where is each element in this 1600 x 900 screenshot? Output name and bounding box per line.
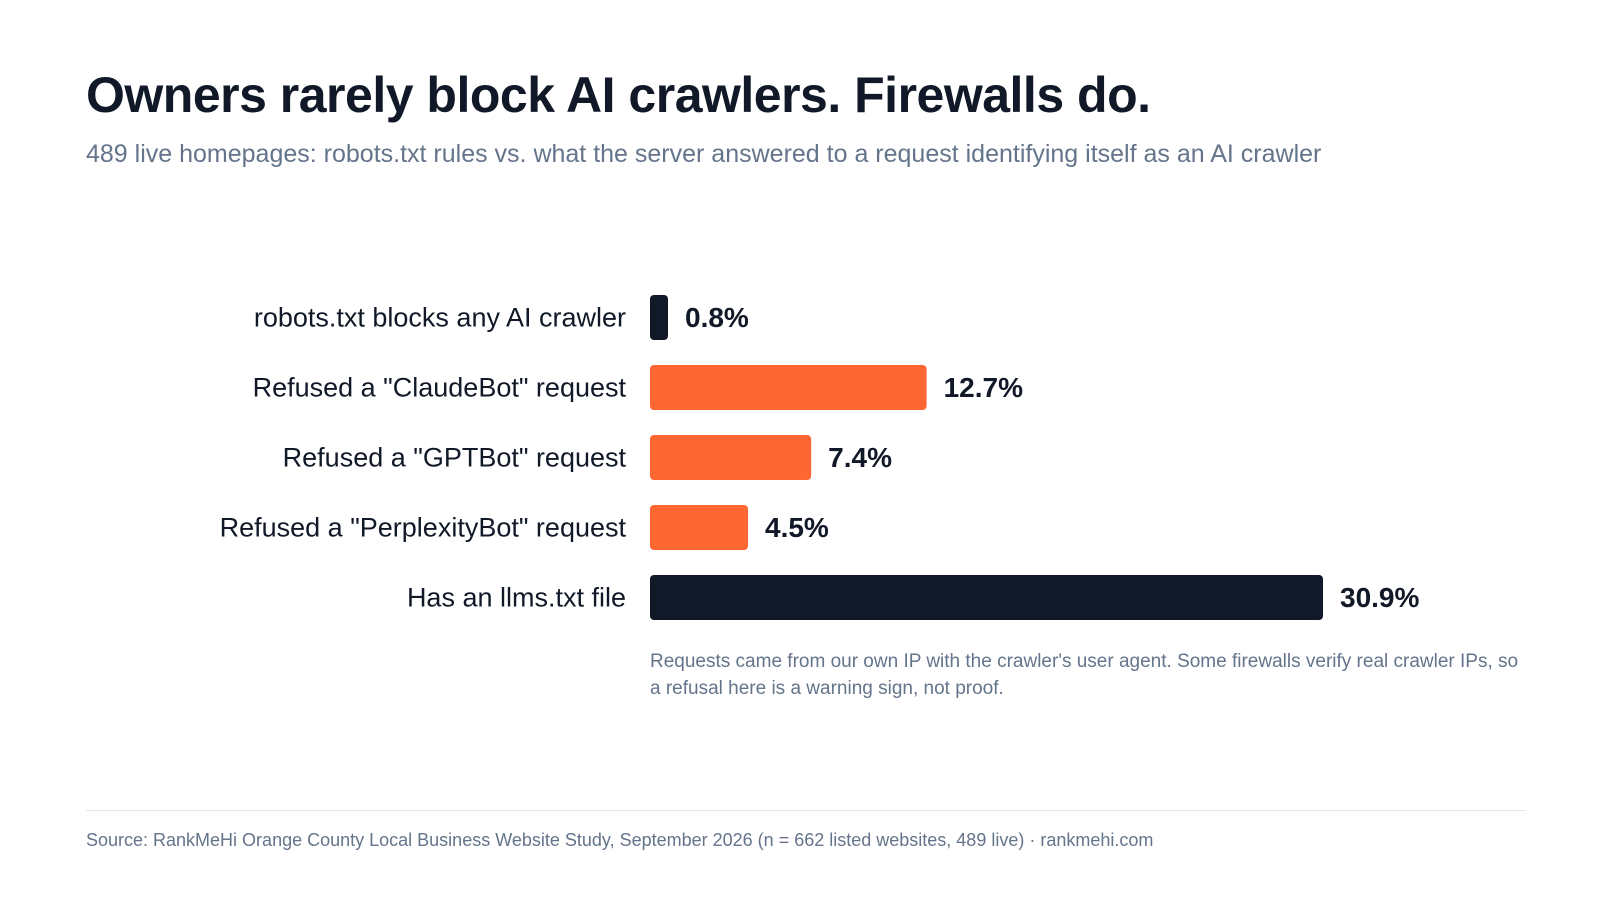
value-label: 0.8%	[685, 302, 749, 333]
value-label: 4.5%	[765, 512, 829, 543]
category-label: robots.txt blocks any AI crawler	[254, 303, 626, 333]
bar	[650, 295, 668, 340]
bar	[650, 365, 927, 410]
value-label: 30.9%	[1340, 582, 1419, 613]
bar	[650, 575, 1323, 620]
value-label: 12.7%	[944, 372, 1023, 403]
category-label: Refused a "ClaudeBot" request	[253, 373, 627, 403]
chart-title: Owners rarely block AI crawlers. Firewal…	[86, 67, 1151, 123]
chart-subtitle: 489 live homepages: robots.txt rules vs.…	[86, 140, 1322, 168]
category-label: Refused a "PerplexityBot" request	[220, 513, 627, 543]
value-label: 7.4%	[828, 442, 892, 473]
category-label: Refused a "GPTBot" request	[283, 443, 627, 473]
footer-divider	[86, 810, 1526, 811]
bar	[650, 435, 812, 480]
source-citation: Source: RankMeHi Orange County Local Bus…	[86, 830, 1154, 850]
chart-note: Requests came from our own IP with the c…	[650, 651, 1519, 699]
bar	[650, 505, 749, 550]
category-label: Has an llms.txt file	[407, 583, 626, 613]
